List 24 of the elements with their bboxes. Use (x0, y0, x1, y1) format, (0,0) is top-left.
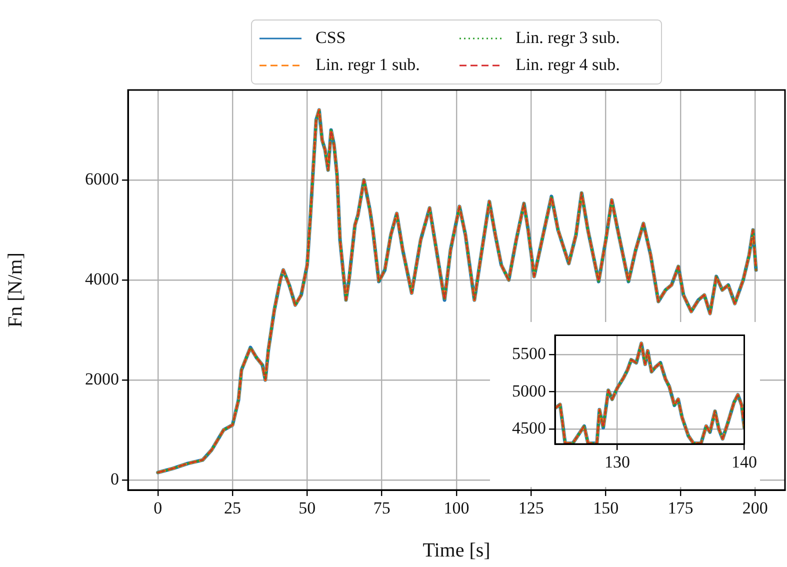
legend-label: CSS (316, 28, 346, 47)
y-tick-label: 4000 (85, 269, 119, 288)
x-tick-label: 100 (444, 498, 470, 518)
y-tick-label: 0 (110, 469, 119, 488)
x-tick-label: 50 (298, 498, 316, 518)
x-tick-label: 130 (604, 452, 630, 472)
x-tick-label: 150 (593, 498, 619, 518)
y-tick-label: 5500 (512, 344, 546, 364)
x-tick-label: 75 (373, 498, 390, 518)
legend-label: Lin. regr 1 sub. (316, 54, 420, 74)
x-tick-label: 25 (224, 498, 242, 518)
y-tick-label: 2000 (85, 369, 119, 388)
y-axis-title: Fn [N/m] (4, 252, 26, 328)
x-tick-label: 200 (742, 498, 768, 518)
y-tick-label: 6000 (85, 169, 119, 188)
x-tick-label: 125 (518, 498, 544, 518)
x-axis-title: Time [s] (422, 539, 490, 562)
x-tick-label: 175 (668, 498, 694, 518)
legend-label: Lin. regr 4 sub. (516, 54, 620, 74)
x-tick-label: 0 (154, 498, 162, 518)
x-tick-label: 140 (732, 452, 757, 472)
legend-label: Lin. regr 3 sub. (516, 28, 620, 47)
y-tick-label: 4500 (512, 418, 546, 438)
y-tick-label: 5000 (512, 381, 546, 400)
